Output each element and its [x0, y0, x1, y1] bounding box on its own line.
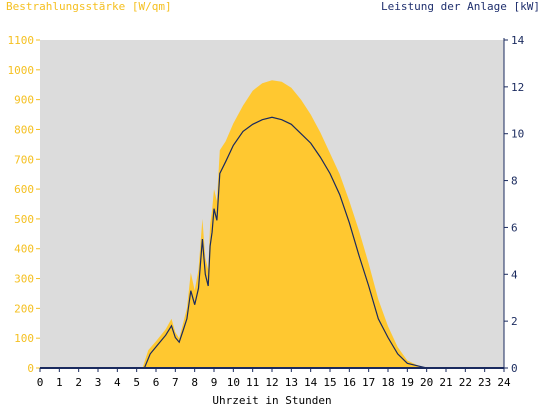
x-axis-tick-label: 4	[114, 376, 121, 389]
x-axis-tick-label: 16	[343, 376, 356, 389]
x-axis-tick-label: 0	[37, 376, 44, 389]
x-axis-tick-label: 22	[459, 376, 472, 389]
x-axis-tick-label: 7	[172, 376, 179, 389]
x-axis-title: Uhrzeit in Stunden	[212, 394, 332, 407]
x-axis-tick-label: 3	[95, 376, 102, 389]
x-axis-tick-label: 21	[439, 376, 452, 389]
left-axis-tick-label: 700	[14, 153, 34, 166]
series-area-irradiance	[40, 80, 504, 369]
x-axis-tick-label: 14	[304, 376, 318, 389]
x-axis-tick-label: 10	[227, 376, 240, 389]
left-axis-tick-label: 600	[14, 183, 34, 196]
x-axis-tick-label: 6	[153, 376, 160, 389]
x-axis-tick-label: 17	[362, 376, 375, 389]
left-axis-tick-label: 100	[14, 332, 34, 345]
x-axis-tick-label: 11	[246, 376, 259, 389]
x-axis-tick-label: 9	[211, 376, 218, 389]
left-axis-tick-label: 300	[14, 273, 34, 286]
x-axis-tick-label: 24	[497, 376, 511, 389]
left-axis-tick-label: 200	[14, 302, 34, 315]
right-axis-tick-label: 6	[511, 221, 518, 234]
power-line-layer	[40, 116, 504, 369]
left-axis-tick-label: 1000	[8, 64, 35, 77]
left-axis-tick-label: 500	[14, 213, 34, 226]
x-axis-tick-label: 18	[381, 376, 394, 389]
right-axis-title: Leistung der Anlage [kW]	[381, 0, 540, 13]
x-axis-tick-label: 13	[285, 376, 298, 389]
ticks-layer: 0100200300400500600700800900100011000246…	[8, 34, 525, 389]
right-axis-tick-label: 10	[511, 128, 524, 141]
x-axis-tick-label: 19	[401, 376, 414, 389]
x-axis-tick-label: 20	[420, 376, 433, 389]
x-axis-tick-label: 2	[75, 376, 82, 389]
x-axis-tick-label: 15	[323, 376, 336, 389]
left-axis-tick-label: 400	[14, 243, 34, 256]
x-axis-tick-label: 8	[191, 376, 198, 389]
left-axis-tick-label: 900	[14, 94, 34, 107]
left-axis-tick-label: 800	[14, 123, 34, 136]
series-line-power	[40, 116, 504, 369]
right-axis-tick-label: 0	[511, 362, 518, 375]
right-axis-tick-label: 2	[511, 315, 518, 328]
x-axis-tick-label: 23	[478, 376, 491, 389]
irradiance-area-layer	[40, 80, 504, 369]
right-axis-tick-label: 14	[511, 34, 525, 47]
right-axis-tick-label: 8	[511, 175, 518, 188]
x-axis-tick-label: 12	[265, 376, 278, 389]
left-axis-tick-label: 1100	[8, 34, 35, 47]
x-axis-tick-label: 1	[56, 376, 63, 389]
right-axis-tick-label: 12	[511, 81, 524, 94]
left-axis-tick-label: 0	[27, 362, 34, 375]
right-axis-tick-label: 4	[511, 268, 518, 281]
x-axis-tick-label: 5	[133, 376, 140, 389]
left-axis-title: Bestrahlungsstärke [W/qm]	[6, 0, 172, 13]
